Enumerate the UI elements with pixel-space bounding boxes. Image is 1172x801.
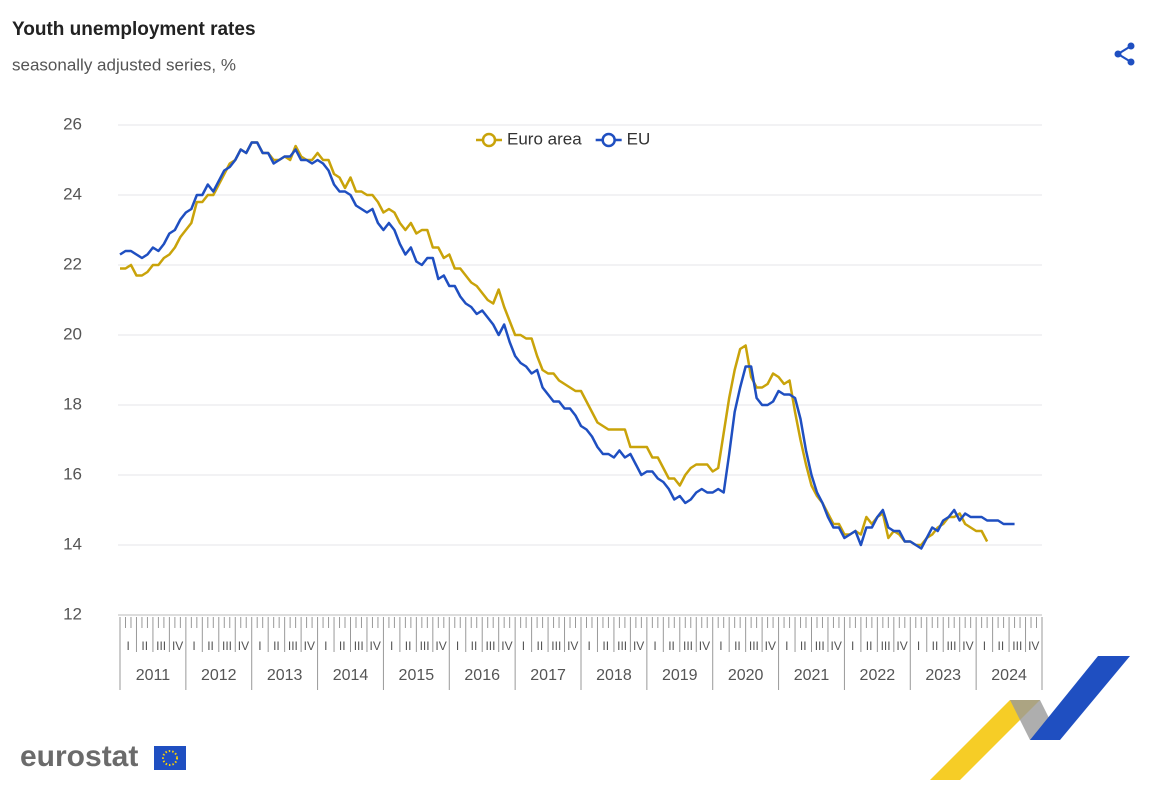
quarter-label: I xyxy=(983,639,986,653)
quarter-label: I xyxy=(258,639,261,653)
quarter-label: I xyxy=(522,639,525,653)
quarter-label: II xyxy=(141,639,148,653)
data-line xyxy=(119,141,1015,550)
quarter-label: IV xyxy=(765,639,776,653)
eu-flag xyxy=(154,746,186,770)
quarter-label: IV xyxy=(896,639,907,653)
quarter-label: II xyxy=(734,639,741,653)
y-tick-label: 18 xyxy=(63,394,82,413)
quarter-label: I xyxy=(917,639,920,653)
y-tick-label: 24 xyxy=(63,184,82,203)
x-tick-label: 2022 xyxy=(860,667,896,684)
quarter-label: II xyxy=(405,639,412,653)
quarter-label: I xyxy=(390,639,393,653)
quarter-label: I xyxy=(653,639,656,653)
x-tick-label: 2013 xyxy=(267,667,303,684)
y-tick-label: 12 xyxy=(63,604,82,623)
y-tick-label: 14 xyxy=(63,534,82,553)
quarter-label: II xyxy=(866,639,873,653)
x-tick-label: 2014 xyxy=(333,667,369,684)
quarter-label: II xyxy=(537,639,544,653)
quarter-label: III xyxy=(551,639,561,653)
y-tick-label: 22 xyxy=(63,254,82,273)
x-tick-label: 2012 xyxy=(201,667,237,684)
quarter-label: IV xyxy=(172,639,183,653)
x-tick-label: 2024 xyxy=(991,667,1027,684)
quarter-label: IV xyxy=(567,639,578,653)
logo-text: eurostat xyxy=(20,740,138,773)
x-tick-label: 2019 xyxy=(662,667,698,684)
quarter-label: II xyxy=(339,639,346,653)
x-tick-label: 2015 xyxy=(399,667,435,684)
quarter-label: II xyxy=(471,639,478,653)
quarter-label: III xyxy=(749,639,759,653)
x-tick-label: 2023 xyxy=(925,667,961,684)
quarter-label: I xyxy=(785,639,788,653)
quarter-label: III xyxy=(420,639,430,653)
quarter-label: IV xyxy=(238,639,249,653)
quarter-label: IV xyxy=(370,639,381,653)
quarter-label: I xyxy=(324,639,327,653)
chart-title: Youth unemployment rates xyxy=(12,19,256,40)
quarter-label: III xyxy=(683,639,693,653)
quarter-label: IV xyxy=(1028,639,1039,653)
quarter-label: IV xyxy=(501,639,512,653)
legend-marker xyxy=(481,132,497,148)
x-tick-label: 2011 xyxy=(136,667,171,684)
quarter-label: II xyxy=(273,639,280,653)
quarter-label: II xyxy=(998,639,1005,653)
quarter-label: IV xyxy=(435,639,446,653)
y-tick-label: 20 xyxy=(63,324,82,343)
x-tick-label: 2018 xyxy=(596,667,632,684)
quarter-label: I xyxy=(851,639,854,653)
quarter-label: III xyxy=(815,639,825,653)
chart-subtitle: seasonally adjusted series, % xyxy=(12,55,236,74)
quarter-label: III xyxy=(485,639,495,653)
quarter-label: IV xyxy=(962,639,973,653)
quarter-label: II xyxy=(668,639,675,653)
x-tick-label: 2017 xyxy=(530,667,566,684)
x-tick-label: 2016 xyxy=(464,667,500,684)
quarter-label: I xyxy=(588,639,591,653)
legend-marker xyxy=(601,132,616,148)
y-tick-label: 26 xyxy=(63,114,82,133)
quarter-label: IV xyxy=(633,639,644,653)
quarter-label: IV xyxy=(699,639,710,653)
quarter-label: I xyxy=(192,639,195,653)
quarter-label: I xyxy=(456,639,459,653)
quarter-label: I xyxy=(127,639,130,653)
quarter-label: III xyxy=(354,639,364,653)
decoration xyxy=(930,656,1130,780)
quarter-label: II xyxy=(932,639,939,653)
quarter-label: III xyxy=(222,639,232,653)
quarter-label: II xyxy=(800,639,807,653)
legend-label: EU xyxy=(627,129,651,148)
quarter-label: III xyxy=(1012,639,1022,653)
quarter-label: I xyxy=(719,639,722,653)
quarter-label: III xyxy=(617,639,627,653)
quarter-label: II xyxy=(602,639,609,653)
legend: Euro area EU xyxy=(476,129,650,148)
quarter-label: III xyxy=(156,639,166,653)
data-line xyxy=(120,141,989,547)
quarter-label: IV xyxy=(304,639,315,653)
quarter-label: III xyxy=(881,639,891,653)
quarter-label: III xyxy=(288,639,298,653)
quarter-label: II xyxy=(207,639,214,653)
y-tick-label: 16 xyxy=(63,464,82,483)
x-tick-label: 2021 xyxy=(794,667,830,684)
quarter-label: IV xyxy=(831,639,842,653)
quarter-label: III xyxy=(946,639,956,653)
legend-label: Euro area xyxy=(507,129,582,148)
x-tick-label: 2020 xyxy=(728,667,764,684)
share-icon[interactable] xyxy=(1114,42,1135,66)
